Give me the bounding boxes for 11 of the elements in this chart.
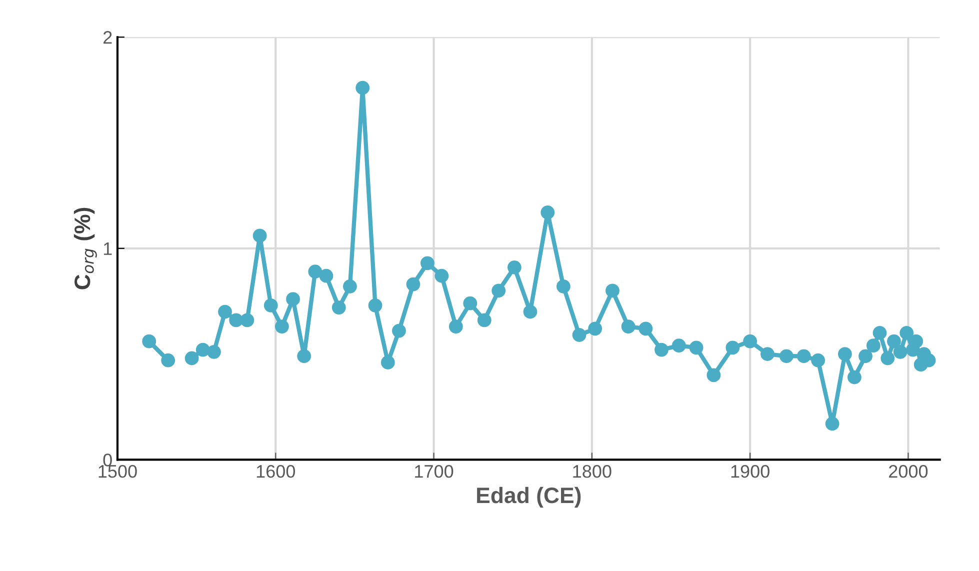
x-tick-label: 1700 [415,464,454,478]
y-tick-label: 2 [103,31,112,44]
x-tick-label: 1900 [731,464,770,478]
x-tick-label: 1800 [573,464,612,478]
x-tick-label: 1500 [98,464,137,478]
x-tick-label: 1600 [256,464,296,478]
y-tick-label: 1 [104,242,112,255]
x-axis-title: Edad (CE) [477,486,581,508]
y-tick-label: 0 [103,454,112,466]
x-tick-label: 2000 [889,464,928,478]
y-axis-title: C$_{org}$ (%) [74,208,97,290]
